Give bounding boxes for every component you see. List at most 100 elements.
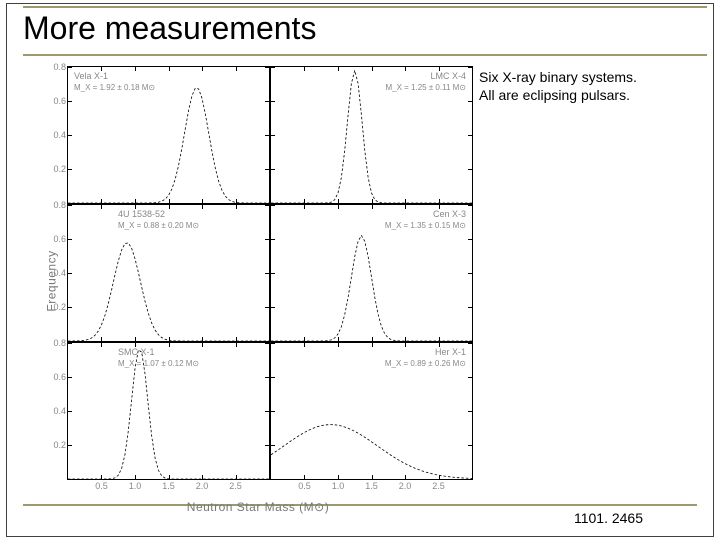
y-tick-label: 0.4 xyxy=(48,268,66,278)
panel-label: Vela X-1M_X = 1.92 ± 0.18 M⊙ xyxy=(74,71,155,93)
x-tick-label: 1.0 xyxy=(129,481,142,491)
tick-mark xyxy=(265,307,269,308)
tick-mark xyxy=(101,475,102,479)
tick-mark xyxy=(304,205,305,209)
tick-mark xyxy=(468,411,472,412)
tick-mark xyxy=(68,445,72,446)
tick-mark xyxy=(101,67,102,71)
tick-mark xyxy=(236,67,237,71)
panel-grid: Vela X-1M_X = 1.92 ± 0.18 M⊙0.20.40.60.8… xyxy=(67,66,473,480)
tick-mark xyxy=(236,199,237,203)
y-tick-label: 0.4 xyxy=(48,406,66,416)
tick-mark xyxy=(135,343,136,347)
tick-mark xyxy=(405,205,406,209)
tick-mark xyxy=(236,337,237,341)
panel-smc-x-1: SMC X-1M_X = 1.07 ± 0.12 M⊙0.20.40.60.80… xyxy=(67,342,270,480)
y-tick-label: 0.8 xyxy=(48,200,66,210)
tick-mark xyxy=(265,135,269,136)
x-tick-label: 2.0 xyxy=(196,481,209,491)
y-tick-label: 0.2 xyxy=(48,164,66,174)
tick-mark xyxy=(405,67,406,71)
tick-mark xyxy=(265,411,269,412)
tick-mark xyxy=(265,169,269,170)
x-tick-label: 0.5 xyxy=(298,481,311,491)
tick-mark xyxy=(265,343,269,344)
tick-mark xyxy=(271,445,275,446)
y-tick-label: 0.2 xyxy=(48,440,66,450)
tick-mark xyxy=(405,199,406,203)
tick-mark xyxy=(169,475,170,479)
panel-her-x-1: Her X-1M_X = 0.89 ± 0.26 M⊙0.51.01.52.02… xyxy=(270,342,473,480)
tick-mark xyxy=(265,377,269,378)
x-tick-label: 2.5 xyxy=(229,481,242,491)
y-tick-label: 0.8 xyxy=(48,62,66,72)
caption-line-1: Six X-ray binary systems. xyxy=(479,68,637,86)
caption-text: Six X-ray binary systems. All are eclips… xyxy=(479,68,637,104)
y-tick-label: 0.8 xyxy=(48,338,66,348)
tick-mark xyxy=(439,199,440,203)
x-tick-label: 1.0 xyxy=(332,481,345,491)
y-tick-label: 0.4 xyxy=(48,130,66,140)
panel-cen-x-3: Cen X-3M_X = 1.35 ± 0.15 M⊙ xyxy=(270,204,473,342)
tick-mark xyxy=(202,475,203,479)
tick-mark xyxy=(304,199,305,203)
tick-mark xyxy=(265,239,269,240)
tick-mark xyxy=(68,377,72,378)
tick-mark xyxy=(405,475,406,479)
tick-mark xyxy=(304,343,305,347)
tick-mark xyxy=(68,67,72,68)
tick-mark xyxy=(468,445,472,446)
tick-mark xyxy=(68,343,72,344)
tick-mark xyxy=(202,343,203,347)
x-tick-label: 1.5 xyxy=(365,481,378,491)
tick-mark xyxy=(101,337,102,341)
title-rule-top xyxy=(23,6,707,8)
tick-mark xyxy=(68,101,72,102)
title-rule-bottom xyxy=(23,54,707,56)
tick-mark xyxy=(135,199,136,203)
tick-mark xyxy=(468,101,472,102)
tick-mark xyxy=(338,199,339,203)
y-tick-label: 0.6 xyxy=(48,96,66,106)
figure: Frequency Neutron Star Mass (M⊙) Vela X-… xyxy=(43,66,473,496)
tick-mark xyxy=(405,343,406,347)
tick-mark xyxy=(304,67,305,71)
tick-mark xyxy=(202,205,203,209)
tick-mark xyxy=(135,337,136,341)
tick-mark xyxy=(271,239,275,240)
panel-label: 4U 1538-52M_X = 0.88 ± 0.20 M⊙ xyxy=(118,209,199,231)
y-tick-label: 0.6 xyxy=(48,372,66,382)
x-tick-label: 0.5 xyxy=(95,481,108,491)
tick-mark xyxy=(101,343,102,347)
tick-mark xyxy=(468,67,472,68)
tick-mark xyxy=(265,101,269,102)
tick-mark xyxy=(265,273,269,274)
tick-mark xyxy=(265,445,269,446)
tick-mark xyxy=(338,205,339,209)
tick-mark xyxy=(169,205,170,209)
tick-mark xyxy=(169,337,170,341)
tick-mark xyxy=(68,273,72,274)
panel-label: SMC X-1M_X = 1.07 ± 0.12 M⊙ xyxy=(118,347,199,369)
tick-mark xyxy=(372,205,373,209)
tick-mark xyxy=(68,411,72,412)
tick-mark xyxy=(338,67,339,71)
tick-mark xyxy=(439,343,440,347)
tick-mark xyxy=(68,169,72,170)
x-tick-label: 2.0 xyxy=(399,481,412,491)
panel-label: Cen X-3M_X = 1.35 ± 0.15 M⊙ xyxy=(385,209,466,231)
tick-mark xyxy=(271,377,275,378)
tick-mark xyxy=(271,101,275,102)
panel-lmc-x-4: LMC X-4M_X = 1.25 ± 0.11 M⊙ xyxy=(270,66,473,204)
tick-mark xyxy=(169,67,170,71)
tick-mark xyxy=(468,239,472,240)
tick-mark xyxy=(439,337,440,341)
tick-mark xyxy=(169,343,170,347)
tick-mark xyxy=(169,199,170,203)
tick-mark xyxy=(372,337,373,341)
tick-mark xyxy=(236,475,237,479)
panel-vela-x-1: Vela X-1M_X = 1.92 ± 0.18 M⊙0.20.40.60.8 xyxy=(67,66,270,204)
panel-label: Her X-1M_X = 0.89 ± 0.26 M⊙ xyxy=(385,347,466,369)
tick-mark xyxy=(271,169,275,170)
tick-mark xyxy=(439,205,440,209)
